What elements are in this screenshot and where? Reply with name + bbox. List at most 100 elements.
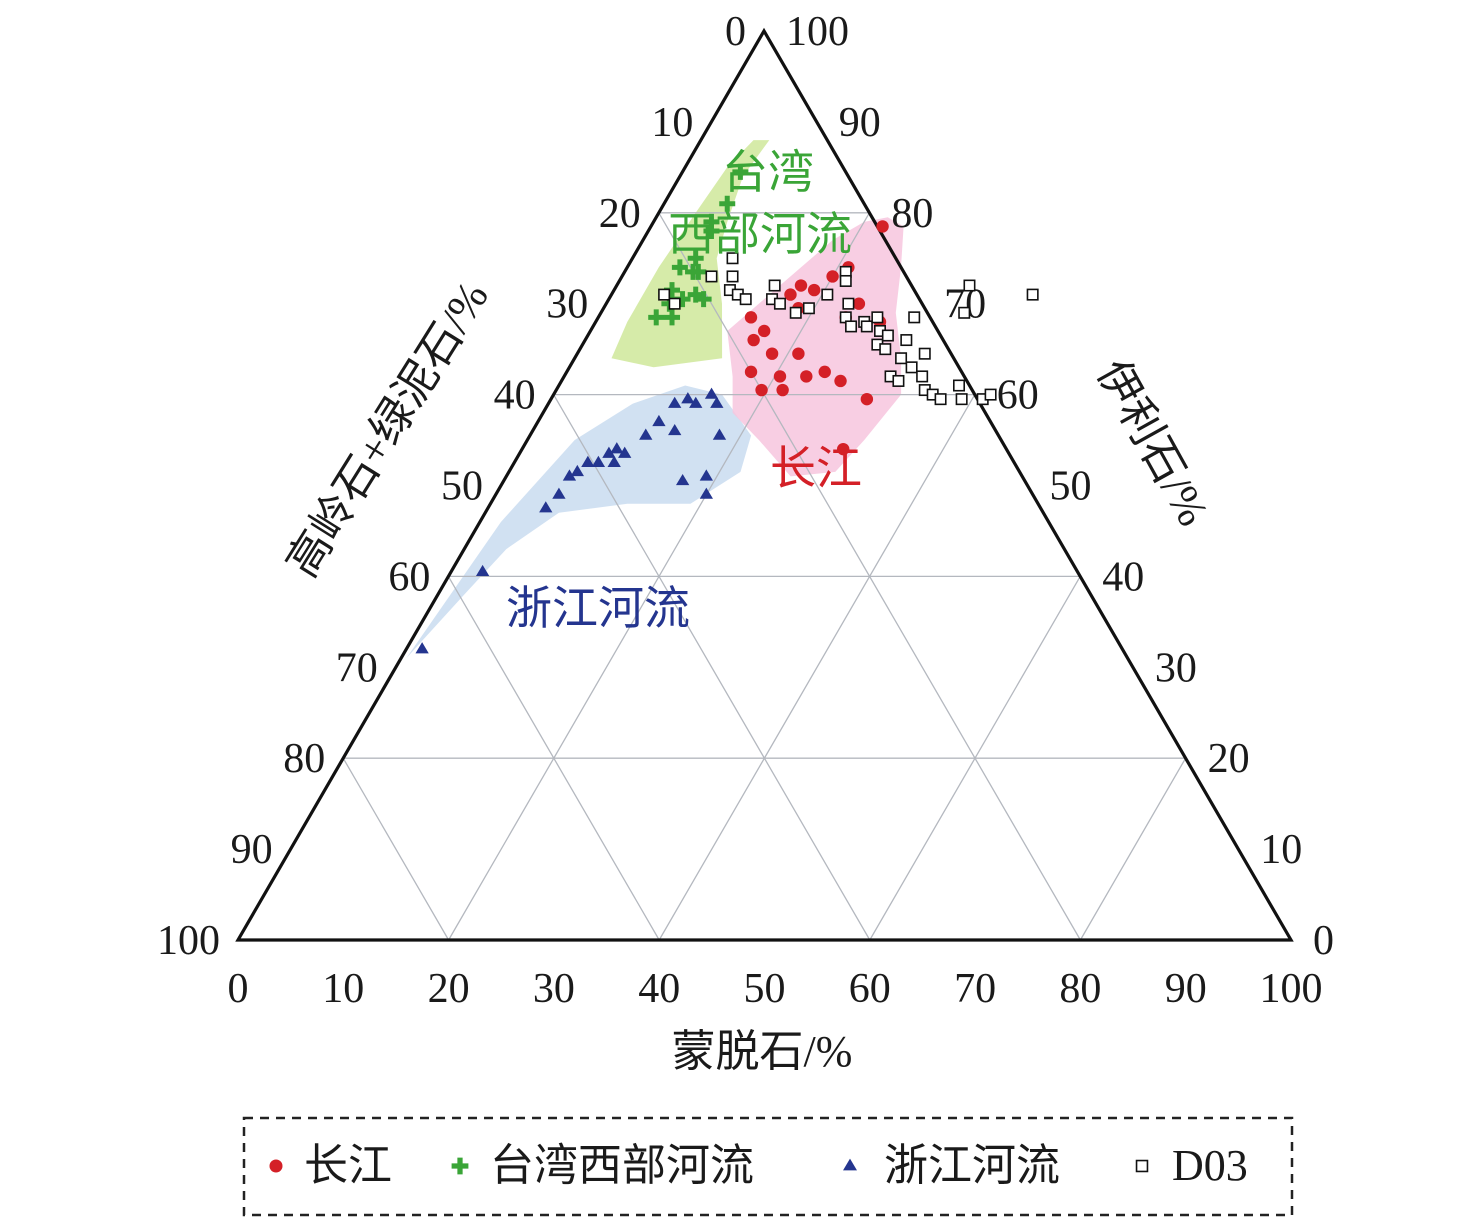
left-tick-label: 40 (494, 373, 536, 419)
d03-point (658, 288, 671, 301)
d03-point (789, 306, 802, 319)
bottom-axis-title: 蒙脱石/% (672, 1027, 853, 1076)
right-tick-label: 80 (891, 191, 933, 237)
grid-line-kaolinite-80 (342, 757, 450, 941)
d03-point (821, 288, 834, 301)
zhejiang-point (668, 396, 682, 408)
d03-point (860, 320, 873, 333)
d03-point (918, 347, 931, 360)
zhejiang-region-label: 浙江河流 (506, 583, 690, 634)
zhejiang-point (712, 428, 727, 440)
left-tick-label: 0 (725, 9, 746, 55)
d03-point (958, 306, 971, 319)
d03-point (739, 293, 752, 306)
bottom-tick-label: 50 (744, 966, 786, 1012)
taiwan-point (695, 291, 712, 308)
zhejiang-point (591, 455, 606, 467)
right-tick-label: 50 (1050, 464, 1092, 510)
zhejiang-point (704, 387, 719, 399)
d03-point (900, 334, 913, 347)
legend-label-changjiang: 长江 (304, 1141, 392, 1190)
grid-line-smectite-80 (1079, 757, 1187, 941)
changjiang-region-label: 长江 (770, 443, 862, 494)
zhejiang-point (475, 564, 490, 577)
d03-point (768, 279, 781, 292)
series-d03 (658, 252, 1039, 406)
legend-label-taiwan: 台湾西部河流 (490, 1141, 754, 1190)
taiwan-region-label: 西部河流 (668, 209, 852, 260)
legend-marker-zhejiang (843, 1158, 857, 1171)
zhejiang-point (610, 442, 624, 454)
data-points (415, 163, 1039, 654)
d03-point (871, 311, 884, 324)
triangle-outline (235, 27, 1294, 942)
legend-marker-d03 (1135, 1159, 1149, 1173)
left-tick-label: 90 (231, 827, 273, 873)
changjiang-point (784, 288, 797, 301)
legend-label-zhejiang: 浙江河流 (884, 1141, 1060, 1190)
zhejiang-point (689, 396, 703, 408)
taiwan-point (687, 250, 704, 267)
taiwan-region (611, 140, 770, 368)
d03-point (726, 252, 739, 265)
taiwan-point (648, 309, 665, 326)
right-tick-label: 30 (1155, 645, 1197, 691)
right-tick-label: 100 (786, 9, 849, 55)
legend: 长江 台湾西部河流 浙江河流 D03 (242, 1116, 1294, 1217)
bottom-tick-label: 10 (322, 966, 364, 1012)
legend-item-taiwan: 台湾西部河流 (451, 1141, 754, 1190)
zhejiang-point (581, 455, 595, 467)
changjiang-point (876, 220, 889, 233)
bottom-tick-label: 0 (228, 966, 249, 1012)
legend-item-d03: D03 (1135, 1141, 1248, 1190)
zhejiang-point (652, 414, 666, 427)
zhejiang-point (668, 423, 682, 436)
left-tick-label: 10 (651, 100, 693, 146)
right-tick-label: 40 (1102, 554, 1144, 600)
bottom-tick-label: 90 (1165, 966, 1207, 1012)
legend-marker-taiwan (451, 1157, 469, 1175)
bottom-tick-label: 20 (428, 966, 470, 1012)
legend-item-changjiang: 长江 (269, 1141, 392, 1190)
d03-point (905, 361, 918, 374)
zhejiang-point (618, 446, 632, 458)
d03-point (934, 393, 947, 406)
bottom-tick-label: 40 (638, 966, 680, 1012)
changjiang-point (834, 374, 847, 388)
grid-lines (342, 212, 1187, 941)
d03-point (839, 274, 852, 287)
d03-point (892, 374, 905, 387)
zhejiang-point (562, 469, 577, 481)
zhejiang-point (602, 446, 616, 458)
zhejiang-point (607, 455, 621, 467)
grid-line-smectite-40 (658, 394, 976, 941)
taiwan-point (687, 286, 704, 303)
left-tick-label: 30 (546, 282, 588, 328)
changjiang-point (837, 442, 850, 456)
bottom-tick-label: 100 (1260, 966, 1323, 1012)
bottom-tick-label: 30 (533, 966, 575, 1012)
triangle-frame (235, 27, 1294, 942)
grid-line-kaolinite-60 (447, 576, 660, 941)
d03-point (963, 279, 976, 292)
changjiang-point (826, 270, 839, 283)
changjiang-point (747, 333, 760, 347)
changjiang-point (807, 283, 821, 297)
changjiang-point (818, 365, 831, 379)
region-shapes (406, 140, 904, 659)
legend-items: 长江 台湾西部河流 浙江河流 D03 (269, 1141, 1248, 1190)
changjiang-point (757, 324, 771, 338)
changjiang-point (800, 370, 813, 383)
bottom-tick-label: 60 (849, 966, 891, 1012)
legend-frame (242, 1116, 1294, 1217)
taiwan-point (664, 309, 681, 326)
d03-point (726, 270, 739, 283)
left-tick-label: 100 (157, 918, 220, 964)
zhejiang-point (699, 487, 713, 499)
d03-point (773, 297, 786, 310)
d03-point (1026, 288, 1039, 301)
d03-point (952, 379, 965, 392)
